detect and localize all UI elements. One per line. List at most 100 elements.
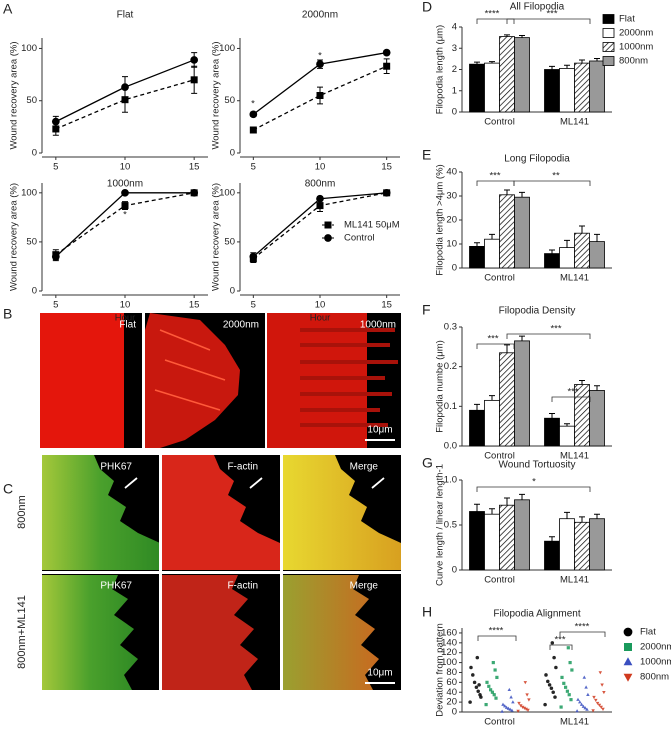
marker xyxy=(121,96,129,104)
scale-bar-label: 10μm xyxy=(367,668,392,679)
y-axis-label: Wound recovery area (%) xyxy=(9,41,20,149)
y-tick-label: 50 xyxy=(26,95,37,106)
channel-label: Merge xyxy=(350,581,379,592)
marker xyxy=(468,700,472,704)
marker xyxy=(549,686,554,691)
bar xyxy=(469,245,485,269)
legend-label: 2000nm xyxy=(619,28,653,39)
marker xyxy=(522,706,527,710)
significance: **** xyxy=(489,626,504,637)
marker xyxy=(489,688,493,692)
error-bar xyxy=(579,225,585,234)
marker xyxy=(190,188,199,197)
bar xyxy=(559,518,575,571)
x-tick-label: Control xyxy=(484,451,515,462)
y-tick-label: 1 xyxy=(452,85,457,96)
marker xyxy=(472,680,477,685)
panel-letter: A xyxy=(3,1,13,17)
marker xyxy=(249,110,258,119)
marker xyxy=(592,695,596,700)
marker xyxy=(578,700,582,704)
marker xyxy=(506,706,511,710)
x-tick-label: 10 xyxy=(120,300,131,311)
y-tick-label: 20 xyxy=(446,215,457,226)
significance: *** xyxy=(567,387,578,398)
bar xyxy=(589,60,605,113)
x-tick-label: 15 xyxy=(381,162,392,173)
marker xyxy=(316,202,324,210)
bar xyxy=(499,36,515,113)
significance-bracket xyxy=(476,180,515,186)
marker xyxy=(554,665,558,670)
x-tick-label: 15 xyxy=(189,162,200,173)
error-bar xyxy=(549,412,555,419)
x-tick-label: 5 xyxy=(251,300,256,311)
error-bar xyxy=(489,508,495,515)
x-tick-label: ML141 xyxy=(560,273,589,284)
significance-bracket xyxy=(513,180,591,186)
significance: *** xyxy=(489,171,500,182)
marker xyxy=(475,655,480,660)
error-bar xyxy=(564,423,570,427)
image-label: Flat xyxy=(119,320,136,331)
marker xyxy=(508,707,512,711)
error-bar xyxy=(489,61,495,64)
marker xyxy=(568,660,572,665)
significance: *** xyxy=(546,9,557,20)
significance-bracket xyxy=(476,486,591,492)
marker xyxy=(190,76,198,84)
x-tick-label: 10 xyxy=(315,162,326,173)
chart-title: Long Filopodia xyxy=(504,154,570,165)
error-bar xyxy=(579,516,585,523)
x-axis-label: Hour xyxy=(310,313,331,324)
bar xyxy=(544,253,560,269)
y-tick-label: 60 xyxy=(446,677,457,688)
marker xyxy=(509,695,513,699)
chart-title: Wound Tortuosity xyxy=(499,460,576,471)
error-bar xyxy=(489,233,495,240)
channel-label: PHK67 xyxy=(100,581,132,592)
error-bar xyxy=(504,497,510,506)
panel-letter: C xyxy=(3,481,13,497)
x-tick-label: Control xyxy=(484,117,515,128)
significance-bracket xyxy=(477,635,517,641)
x-tick-label: Control xyxy=(484,575,515,586)
y-tick-label: 100 xyxy=(219,43,235,54)
y-tick-label: 0 xyxy=(32,148,37,159)
marker xyxy=(527,698,531,702)
marker xyxy=(525,693,529,697)
bar xyxy=(499,352,515,447)
marker xyxy=(487,684,491,688)
y-tick-label: 100 xyxy=(21,43,37,54)
y-tick-label: 0.1 xyxy=(444,401,457,412)
error-bar xyxy=(564,239,570,248)
marker xyxy=(569,698,573,702)
marker xyxy=(623,673,633,682)
legend-swatch xyxy=(602,14,615,24)
marker xyxy=(517,701,521,706)
y-axis-label: Wound recovery area (%) xyxy=(9,183,20,291)
error-bar xyxy=(504,344,510,353)
bar xyxy=(484,62,500,113)
legend-swatch xyxy=(602,56,615,66)
y-tick-label: 0 xyxy=(452,707,457,718)
marker xyxy=(550,641,555,645)
y-tick-label: 0 xyxy=(230,286,235,297)
y-tick-label: 3 xyxy=(452,43,457,54)
row-label: 800nm xyxy=(16,495,28,529)
chart-title: 2000nm xyxy=(302,10,338,21)
significance-bracket xyxy=(506,333,591,339)
marker xyxy=(584,685,588,689)
marker xyxy=(582,675,587,679)
significance-bracket xyxy=(559,631,606,637)
error-bar xyxy=(504,189,510,195)
marker xyxy=(52,125,60,133)
legend-label: 800nm xyxy=(619,56,648,67)
marker xyxy=(493,668,497,672)
marker xyxy=(551,690,555,694)
bar xyxy=(469,63,485,113)
marker xyxy=(510,708,514,712)
legend-label: Flat xyxy=(619,14,635,25)
row-label: 800nm+ML141 xyxy=(16,595,28,669)
significance-bracket xyxy=(476,18,515,24)
